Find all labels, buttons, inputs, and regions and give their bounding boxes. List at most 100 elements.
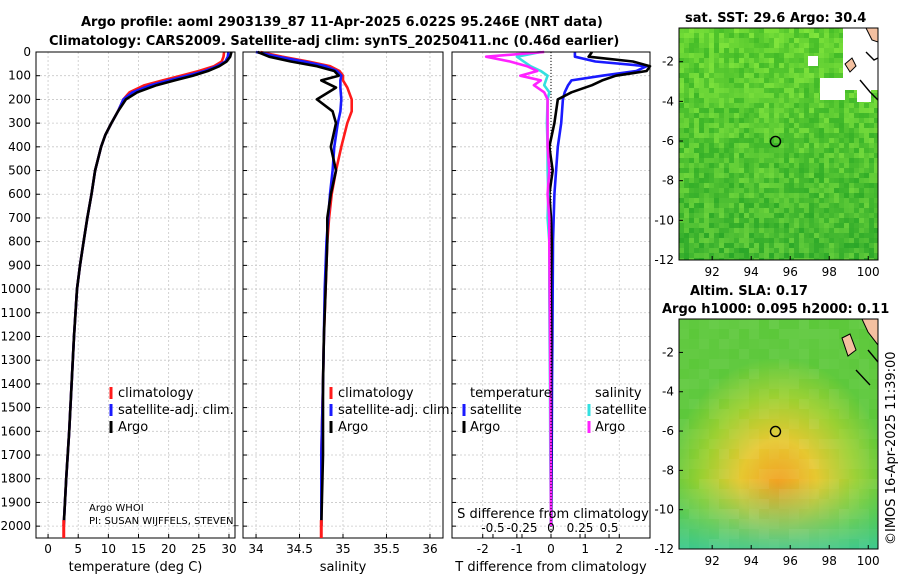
- sst-cell: [819, 258, 824, 260]
- sst-cell: [839, 53, 844, 58]
- sst-cell: [769, 163, 774, 168]
- cloud-mask-3: [857, 88, 871, 102]
- sst-cell: [864, 178, 869, 183]
- sst-cell: [754, 33, 759, 38]
- sst-cell: [824, 38, 829, 43]
- map-y-tick-label: -2: [662, 55, 674, 69]
- sst-cell: [769, 93, 774, 98]
- sst-cell: [684, 158, 689, 163]
- sst-cell: [684, 33, 689, 38]
- sla-cell: [709, 409, 719, 419]
- y-tick-label: 1900: [0, 495, 31, 509]
- sla-cell: [819, 489, 829, 499]
- sst-cell: [874, 188, 878, 193]
- sst-cell: [704, 133, 709, 138]
- sst-cell: [769, 58, 774, 63]
- sla-cell: [719, 349, 729, 359]
- sst-cell: [709, 258, 714, 260]
- sst-cell: [799, 113, 804, 118]
- sst-cell: [719, 238, 724, 243]
- sla-cell: [849, 469, 859, 479]
- x-tick-label: -2: [477, 542, 489, 556]
- sst-cell: [769, 198, 774, 203]
- sst-cell: [729, 103, 734, 108]
- sst-cell: [694, 83, 699, 88]
- sst-cell: [784, 193, 789, 198]
- sst-cell: [729, 248, 734, 253]
- sst-cell: [739, 28, 744, 33]
- sla-cell: [739, 459, 749, 469]
- sst-cell: [849, 203, 854, 208]
- sst-cell: [714, 128, 719, 133]
- sst-cell: [679, 93, 684, 98]
- sst-cell: [774, 43, 779, 48]
- sst-cell: [859, 243, 864, 248]
- sst-cell: [749, 58, 754, 63]
- sst-cell: [759, 88, 764, 93]
- sst-cell: [739, 103, 744, 108]
- sst-cell: [739, 153, 744, 158]
- sla-cell: [779, 349, 789, 359]
- sst-cell: [709, 73, 714, 78]
- sst-cell: [754, 203, 759, 208]
- sst-cell: [794, 123, 799, 128]
- sst-cell: [824, 113, 829, 118]
- sst-cell: [719, 123, 724, 128]
- sst-cell: [704, 53, 709, 58]
- sla-cell: [859, 419, 869, 429]
- sst-cell: [734, 143, 739, 148]
- sla-cell: [739, 429, 749, 439]
- sst-cell: [689, 168, 694, 173]
- sla-cell: [839, 419, 849, 429]
- sla-cell: [819, 329, 829, 339]
- sst-cell: [749, 63, 754, 68]
- sst-cell: [694, 233, 699, 238]
- sla-cell: [729, 499, 739, 509]
- sst-cell: [834, 203, 839, 208]
- sst-cell: [854, 118, 859, 123]
- sst-cell: [719, 208, 724, 213]
- sst-cell: [714, 193, 719, 198]
- sst-cell: [759, 138, 764, 143]
- sst-cell: [699, 118, 704, 123]
- sla-cell: [769, 429, 779, 439]
- sla-cell: [689, 469, 699, 479]
- sst-cell: [784, 183, 789, 188]
- sla-cell: [839, 319, 849, 329]
- sst-cell: [784, 98, 789, 103]
- sla-cell: [809, 349, 819, 359]
- sst-cell: [819, 188, 824, 193]
- sst-cell: [714, 48, 719, 53]
- sla-cell: [799, 459, 809, 469]
- sst-cell: [739, 43, 744, 48]
- sst-cell: [789, 173, 794, 178]
- sst-cell: [734, 138, 739, 143]
- sst-cell: [764, 48, 769, 53]
- sst-cell: [749, 243, 754, 248]
- sst-cell: [839, 73, 844, 78]
- sst-map-cells: [679, 28, 878, 260]
- sst-cell: [804, 28, 809, 33]
- sst-cell: [694, 88, 699, 93]
- sst-cell: [794, 213, 799, 218]
- legend-label-argo: Argo: [338, 420, 368, 435]
- sst-cell: [719, 108, 724, 113]
- sst-cell: [749, 33, 754, 38]
- sla-cell: [799, 439, 809, 449]
- map-y-tick-label: -8: [662, 463, 674, 477]
- sst-cell: [714, 43, 719, 48]
- sla-cell: [799, 319, 809, 329]
- sst-cell: [689, 38, 694, 43]
- sst-cell: [769, 33, 774, 38]
- sst-cell: [784, 203, 789, 208]
- sst-cell: [714, 158, 719, 163]
- sst-cell: [719, 163, 724, 168]
- sst-cell: [734, 33, 739, 38]
- sst-cell: [679, 173, 684, 178]
- sst-cell: [684, 238, 689, 243]
- sst-cell: [799, 233, 804, 238]
- sst-cell: [779, 153, 784, 158]
- sst-cell: [689, 88, 694, 93]
- sst-cell: [724, 228, 729, 233]
- x-axis-label: salinity: [320, 560, 367, 575]
